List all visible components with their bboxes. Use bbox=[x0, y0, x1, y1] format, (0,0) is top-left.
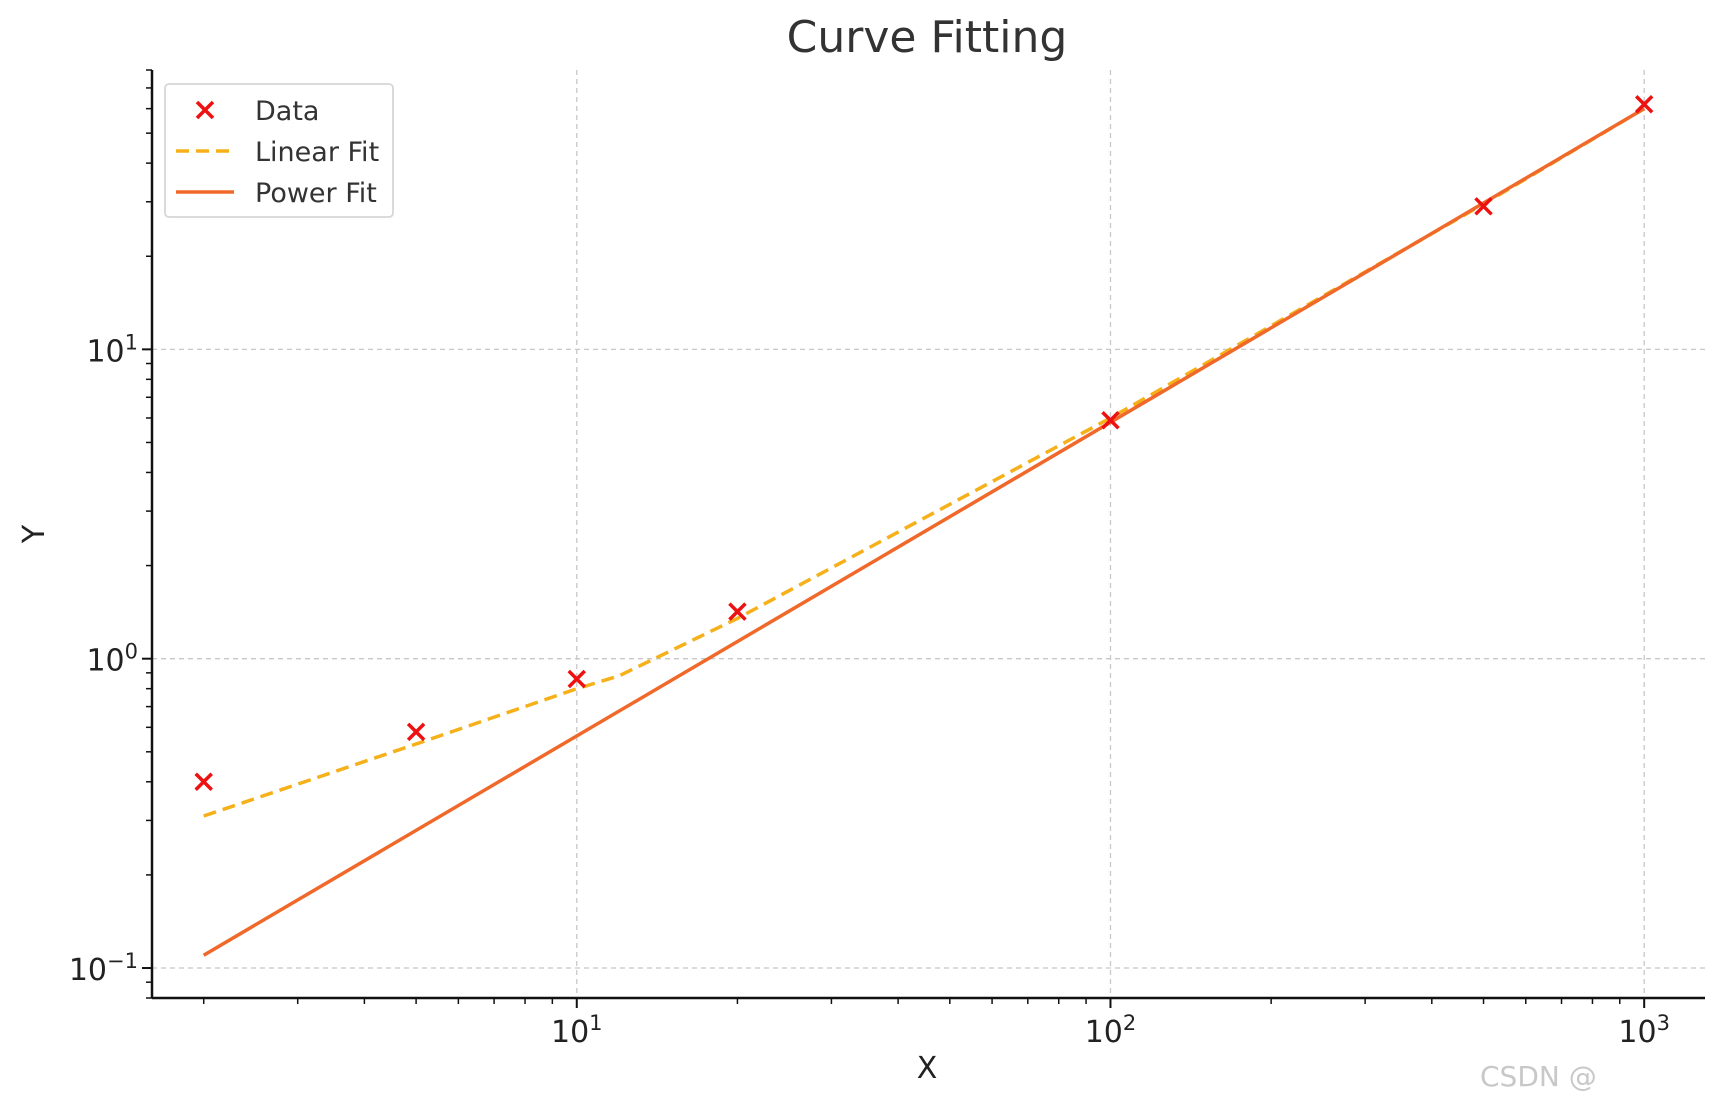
legend-label: Linear Fit bbox=[255, 137, 379, 168]
legend-entry-data: Data bbox=[195, 96, 319, 127]
x-tick-label: 102 bbox=[1085, 1011, 1137, 1050]
chart-title: Curve Fitting bbox=[787, 12, 1068, 63]
data-point bbox=[1101, 411, 1120, 430]
plot-area bbox=[194, 95, 1654, 957]
watermark: CSDN @ bbox=[1480, 1060, 1597, 1093]
data-point bbox=[567, 669, 587, 689]
y-tick-label: 10−1 bbox=[69, 949, 138, 988]
data-point bbox=[1474, 197, 1493, 216]
y-axis-label: Y bbox=[17, 524, 52, 544]
legend-label: Power Fit bbox=[255, 178, 377, 209]
x-tick-label: 103 bbox=[1618, 1011, 1670, 1050]
power-fit-line bbox=[202, 107, 1646, 957]
legend-entry-power-fit: Power Fit bbox=[176, 178, 377, 209]
legend-box bbox=[164, 83, 394, 218]
y-tick-label: 101 bbox=[86, 330, 138, 369]
x-axis-label: X bbox=[917, 1051, 938, 1086]
x-tick-label: 101 bbox=[551, 1011, 603, 1050]
data-point bbox=[194, 772, 213, 792]
legend-label: Data bbox=[255, 96, 319, 127]
y-tick-label: 100 bbox=[86, 640, 138, 679]
legend-entry-linear-fit: Linear Fit bbox=[176, 137, 379, 168]
grid bbox=[152, 70, 1705, 998]
legend: Data Linear Fit Power Fit bbox=[164, 83, 394, 218]
data-point bbox=[406, 722, 426, 742]
legend-swatch bbox=[195, 100, 215, 120]
linear-fit-line bbox=[203, 107, 1646, 818]
data-point bbox=[728, 602, 747, 621]
data-point bbox=[1634, 95, 1654, 114]
axes: 101 102 103 10−1 100 101 bbox=[69, 69, 1705, 1050]
